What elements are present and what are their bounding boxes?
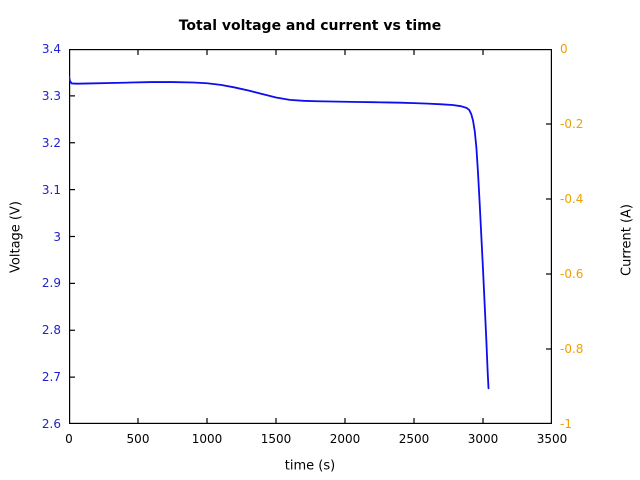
left-y-tick-label: 3.4 (41, 42, 61, 56)
x-axis-title: time (s) (284, 458, 336, 474)
x-tick-label: 3000 (467, 432, 499, 446)
x-tick-label: 2000 (329, 432, 361, 446)
plot-area (69, 49, 552, 424)
left-y-tick-label: 3.1 (41, 182, 61, 197)
x-tick-label: 3500 (536, 432, 568, 446)
right-y-tick-label: 0 (560, 42, 568, 56)
left-y-tick-label: 3 (53, 229, 61, 244)
left-y-tick-label: 2.6 (41, 417, 61, 431)
x-tick-label: 0 (65, 432, 73, 446)
chart-title: Total voltage and current vs time (178, 18, 442, 34)
plot-frame (69, 49, 552, 424)
left-y-tick-label: 2.9 (41, 276, 61, 291)
right-y-tick-label: -0.4 (560, 192, 584, 206)
right-y-tick-label: -0.6 (560, 267, 584, 281)
x-tick-label: 1500 (260, 432, 292, 446)
left-y-tick-label: 2.8 (41, 323, 61, 338)
right-y-tick-label: -1 (560, 417, 572, 431)
x-tick-label: 500 (126, 432, 150, 446)
left-y-tick-label: 3.3 (41, 88, 61, 103)
right-y-tick-label: -0.8 (560, 342, 584, 356)
voltage-curve (69, 75, 490, 390)
left-y-tick-label: 2.7 (41, 370, 61, 385)
right-y-tick-label: -0.2 (560, 117, 584, 131)
x-tick-label: 1000 (191, 432, 223, 446)
left-y-tick-label: 3.2 (41, 135, 61, 150)
right-axis-title: Current (A) (619, 204, 635, 276)
x-tick-label: 2500 (398, 432, 430, 446)
